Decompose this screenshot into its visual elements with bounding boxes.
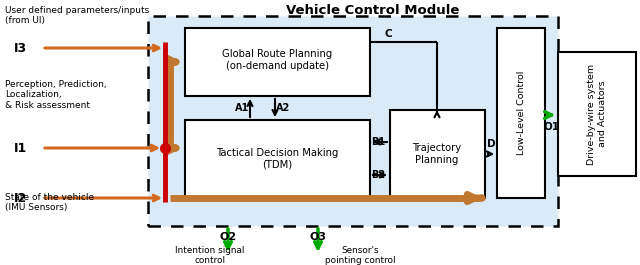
Text: Drive-by-wire system
and Actuators: Drive-by-wire system and Actuators <box>588 63 607 165</box>
Text: D: D <box>486 139 495 149</box>
Text: Low-Level Control: Low-Level Control <box>516 71 525 155</box>
Text: Trajectory
Planning: Trajectory Planning <box>412 143 461 165</box>
Text: Intention signal
control: Intention signal control <box>175 246 244 265</box>
Text: O3: O3 <box>310 232 326 242</box>
Text: B1: B1 <box>371 137 385 147</box>
Bar <box>148 16 558 226</box>
Text: A2: A2 <box>276 103 290 113</box>
Bar <box>185 120 370 198</box>
Text: I2: I2 <box>14 192 28 205</box>
Text: C: C <box>384 29 392 39</box>
Bar <box>558 52 636 176</box>
Bar <box>390 110 485 198</box>
Text: User defined parameters/inputs
(from UI): User defined parameters/inputs (from UI) <box>5 6 149 25</box>
Text: O2: O2 <box>220 232 237 242</box>
Text: B2: B2 <box>371 170 385 180</box>
Text: A1: A1 <box>235 103 249 113</box>
Text: Perception, Prediction,
Localization,
& Risk assessment: Perception, Prediction, Localization, & … <box>5 80 107 110</box>
Text: Vehicle Control Module: Vehicle Control Module <box>286 3 460 16</box>
Text: I1: I1 <box>14 142 28 154</box>
Text: Sensor's
pointing control: Sensor's pointing control <box>324 246 396 265</box>
Bar <box>185 28 370 96</box>
Bar <box>497 28 545 198</box>
Text: I3: I3 <box>14 42 27 55</box>
Text: Tactical Decision Making
(TDM): Tactical Decision Making (TDM) <box>216 148 338 170</box>
Text: O1: O1 <box>543 122 559 132</box>
Text: State of the vehicle
(IMU Sensors): State of the vehicle (IMU Sensors) <box>5 193 94 213</box>
Text: Global Route Planning
(on-demand update): Global Route Planning (on-demand update) <box>222 49 332 71</box>
